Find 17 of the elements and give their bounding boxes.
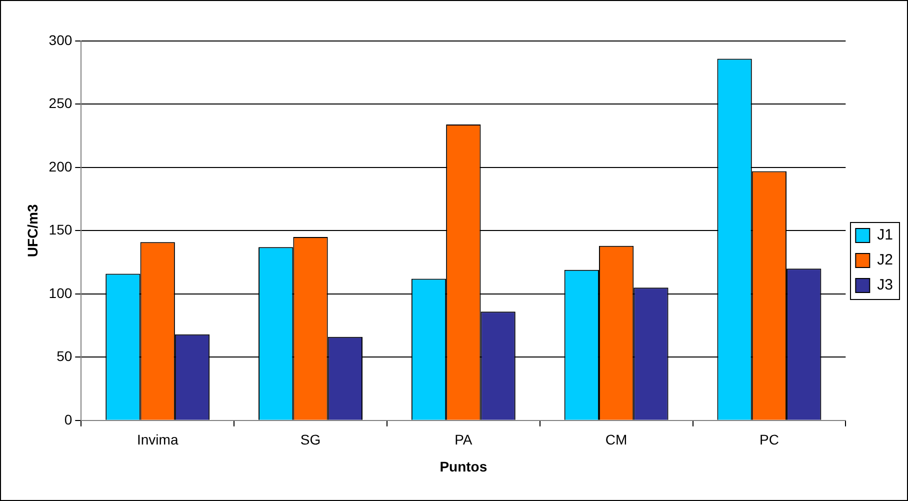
y-axis-title: UFC/m3 <box>24 204 40 258</box>
legend-label: J1 <box>877 226 893 244</box>
x-tick-label: SG <box>300 432 321 448</box>
legend-label: J2 <box>877 252 893 269</box>
y-tick-label: 150 <box>48 222 72 238</box>
x-tick-label: Invima <box>136 432 178 448</box>
y-tick-label: 0 <box>64 411 72 428</box>
x-axis-title: Puntos <box>440 458 488 474</box>
y-tick-label: 250 <box>48 95 72 112</box>
x-tick-label: PA <box>454 432 473 448</box>
y-tick-label: 100 <box>48 284 72 301</box>
y-tick-label: 50 <box>56 348 72 364</box>
x-tick-label: CM <box>605 432 628 448</box>
legend-label: J3 <box>877 276 893 294</box>
y-tick-label: 200 <box>48 158 72 174</box>
x-tick-label: PC <box>759 432 779 448</box>
y-tick-label: 300 <box>48 32 72 48</box>
